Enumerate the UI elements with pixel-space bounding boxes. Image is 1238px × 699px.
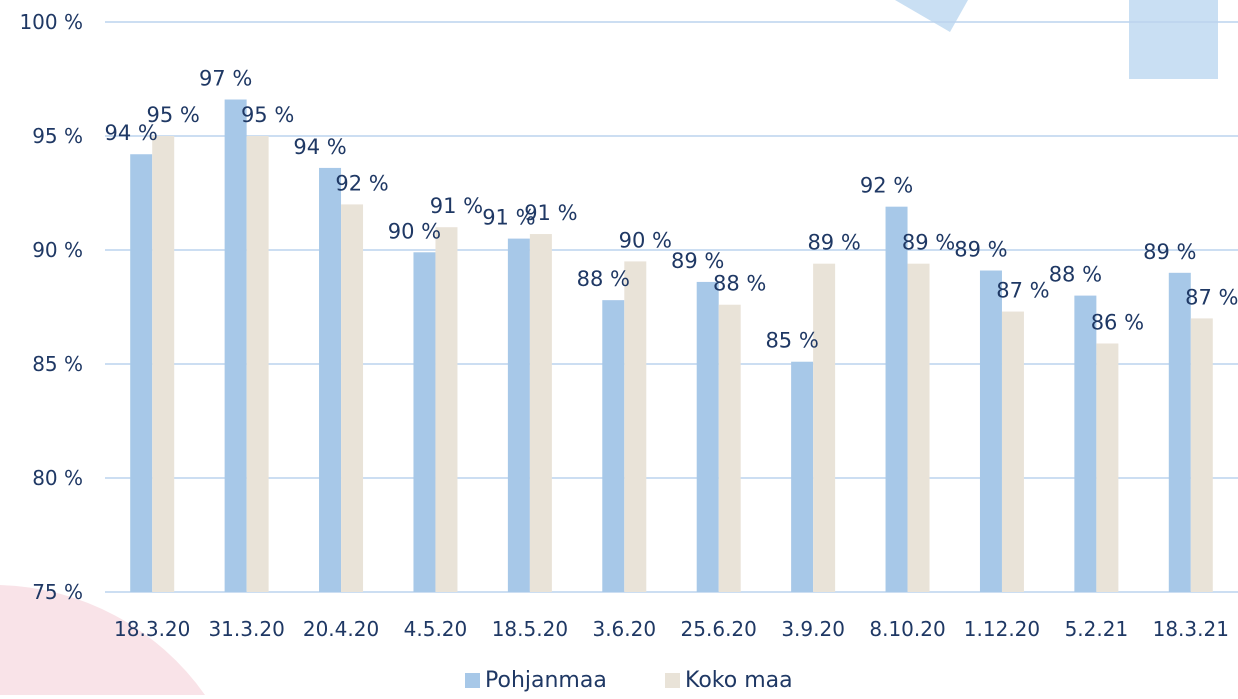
x-tick-label: 1.12.20 [964,617,1040,641]
legend-swatch [665,673,680,688]
y-axis-labels: 75 % 80 % 85 % 90 % 95 % 100 % [19,10,83,604]
data-label-pohjanmaa: 88 % [577,267,630,291]
bar-pohjanmaa [602,300,625,592]
bar-pohjanmaa [1074,295,1097,592]
decor-pink-circle [0,585,205,695]
x-tick-label: 4.5.20 [404,617,468,641]
data-label-koko-maa: 86 % [1091,310,1144,334]
data-label-pohjanmaa: 88 % [1049,263,1102,287]
y-tick-label: 85 % [32,352,83,376]
decor-blue-triangle [895,0,968,32]
data-label-koko-maa: 89 % [807,231,860,255]
x-tick-label: 18.3.21 [1153,617,1229,641]
x-tick-label: 18.5.20 [492,617,568,641]
x-tick-label: 3.6.20 [592,617,656,641]
bar-pohjanmaa [224,99,247,593]
bars [130,99,1213,593]
x-tick-label: 31.3.20 [208,617,284,641]
x-tick-label: 8.10.20 [869,617,945,641]
bar-pohjanmaa [885,206,908,592]
bar-koko-maa [529,234,552,593]
y-tick-label: 95 % [32,124,83,148]
bar-koko-maa [1001,311,1024,592]
legend: Pohjanmaa Koko maa [465,668,793,693]
data-label-koko-maa: 90 % [619,228,672,252]
data-label-pohjanmaa: 94 % [105,121,158,145]
legend-label: Pohjanmaa [485,668,607,693]
bar-koko-maa [246,136,269,592]
x-axis-labels: 18.3.20 31.3.20 20.4.20 4.5.20 18.5.20 3.6.20… [114,617,1229,641]
bar-pohjanmaa [507,238,530,592]
data-label-koko-maa: 91 % [430,194,483,218]
bar-koko-maa [1096,343,1119,592]
data-label-koko-maa: 95 % [147,103,200,127]
data-label-pohjanmaa: 85 % [765,329,818,353]
bar-pohjanmaa [696,281,719,592]
data-label-pohjanmaa: 89 % [1143,240,1196,264]
bar-pohjanmaa [130,154,153,593]
data-label-koko-maa: 88 % [713,272,766,296]
bar-koko-maa [152,136,175,592]
data-label-koko-maa: 92 % [335,171,388,195]
bar-koko-maa [718,304,741,592]
bar-pohjanmaa [791,361,814,592]
data-label-koko-maa: 91 % [524,201,577,225]
data-label-pohjanmaa: 94 % [293,135,346,159]
bar-koko-maa [1190,318,1213,592]
x-tick-label: 18.3.20 [114,617,190,641]
y-tick-label: 75 % [32,580,83,604]
y-tick-label: 100 % [19,10,83,34]
x-tick-label: 3.9.20 [781,617,845,641]
data-label-pohjanmaa: 89 % [671,249,724,273]
x-tick-label: 25.6.20 [681,617,757,641]
legend-swatch [465,673,480,688]
bar-pohjanmaa [319,167,342,593]
bar-koko-maa [813,263,836,592]
x-tick-label: 20.4.20 [303,617,379,641]
bar-koko-maa [341,204,364,592]
bar-koko-maa [624,261,647,592]
y-tick-label: 80 % [32,466,83,490]
data-labels: 94 %95 %97 %95 %94 %92 %90 %91 % 91 %91 %… [105,67,1238,353]
bar-pohjanmaa [413,252,436,592]
legend-label: Koko maa [685,668,793,693]
data-label-koko-maa: 87 % [996,279,1049,303]
data-label-pohjanmaa: 97 % [199,67,252,91]
bar-pohjanmaa [979,270,1002,592]
data-label-koko-maa: 89 % [902,231,955,255]
data-label-koko-maa: 87 % [1185,285,1238,309]
data-label-pohjanmaa: 91 % [482,206,535,230]
decor-blue-square [1129,0,1218,79]
y-tick-label: 90 % [32,238,83,262]
data-label-pohjanmaa: 92 % [860,174,913,198]
bar-koko-maa [435,227,458,592]
bar-pohjanmaa [1168,272,1191,592]
data-label-pohjanmaa: 90 % [388,219,441,243]
data-label-pohjanmaa: 89 % [954,238,1007,262]
bar-koko-maa [907,263,930,592]
y-gridlines [105,21,1238,593]
data-label-koko-maa: 95 % [241,103,294,127]
x-tick-label: 5.2.21 [1065,617,1129,641]
